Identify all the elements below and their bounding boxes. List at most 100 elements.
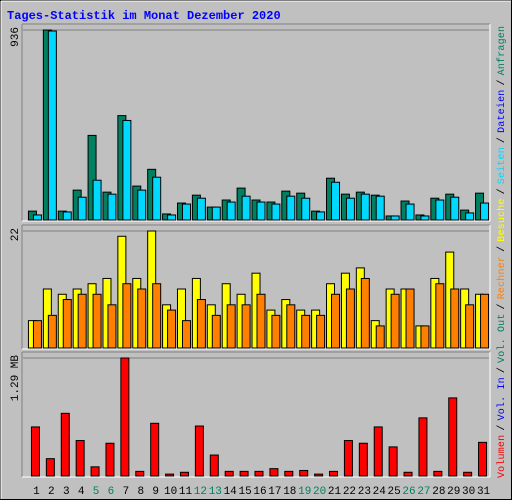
- x-tick-label: 26: [402, 486, 415, 498]
- x-tick-label: 7: [123, 486, 130, 498]
- legend-separator: /: [496, 246, 508, 252]
- x-tick-label: 16: [253, 486, 266, 498]
- x-tick-label: 8: [137, 486, 144, 498]
- bar: [254, 470, 264, 477]
- bar: [390, 293, 400, 349]
- legend-entry: Seiten: [496, 147, 508, 184]
- x-tick-label: 22: [343, 486, 356, 498]
- bar: [107, 193, 117, 221]
- bar: [345, 197, 355, 221]
- y-tick-label: 22: [10, 228, 22, 241]
- bar: [152, 283, 162, 349]
- x-tick-label: 1: [33, 486, 40, 498]
- bar: [181, 320, 191, 349]
- y-tick-label: 1.29 MB: [10, 355, 22, 402]
- x-tick-label: 4: [78, 486, 85, 498]
- bar: [358, 442, 368, 477]
- bar: [181, 203, 191, 221]
- bar: [45, 458, 55, 477]
- x-tick-label: 5: [93, 486, 100, 498]
- bar: [433, 470, 443, 477]
- bar: [345, 288, 355, 349]
- bar: [241, 304, 251, 349]
- bar: [150, 422, 160, 477]
- bar: [167, 214, 177, 221]
- bar: [450, 196, 460, 221]
- bar: [92, 293, 102, 349]
- legend-entry: Anfragen: [496, 26, 508, 75]
- bar: [194, 425, 204, 477]
- x-tick-label: 28: [432, 486, 445, 498]
- bar: [87, 134, 97, 221]
- bar: [176, 288, 186, 349]
- legend-entry: Volumen: [496, 435, 508, 478]
- bar: [30, 426, 40, 477]
- bar: [405, 288, 415, 349]
- bar: [179, 471, 189, 477]
- bar: [405, 203, 415, 221]
- x-tick-label: 29: [447, 486, 460, 498]
- legend-entry: Besuche: [496, 199, 508, 242]
- bar: [209, 454, 219, 477]
- x-tick-label: 6: [108, 486, 115, 498]
- x-tick-label: 27: [417, 486, 430, 498]
- bar: [226, 304, 236, 349]
- bar: [211, 314, 221, 349]
- bar: [331, 293, 341, 349]
- bar: [360, 277, 370, 349]
- bar: [465, 304, 475, 349]
- bar: [301, 314, 311, 349]
- bar: [135, 470, 145, 477]
- bar: [480, 293, 490, 349]
- bar: [77, 293, 87, 349]
- legend-entry: Vol. In: [496, 377, 508, 420]
- bar: [388, 446, 398, 477]
- bar: [286, 195, 296, 221]
- bar: [47, 314, 57, 349]
- legend-separator: /: [496, 425, 508, 431]
- x-tick-label: 21: [328, 486, 342, 498]
- bar: [32, 320, 42, 349]
- bar: [77, 196, 87, 221]
- bar: [329, 470, 339, 477]
- bar: [375, 325, 385, 349]
- bar: [343, 440, 353, 477]
- bar: [284, 470, 294, 477]
- legend-separator: /: [496, 367, 508, 373]
- bar: [435, 199, 445, 221]
- x-tick-label: 18: [283, 486, 296, 498]
- bar: [299, 469, 309, 477]
- bar: [32, 214, 42, 221]
- x-tick-label: 31: [477, 486, 491, 498]
- bar: [403, 471, 413, 477]
- legend-separator: /: [496, 303, 508, 309]
- bar: [331, 181, 341, 221]
- bar: [75, 440, 85, 477]
- bar: [62, 299, 72, 349]
- bar: [435, 283, 445, 349]
- y-tick-label: 936: [10, 27, 22, 47]
- bar: [224, 470, 234, 477]
- bar: [62, 211, 72, 221]
- bar: [92, 179, 102, 221]
- x-tick-label: 10: [164, 486, 177, 498]
- bar: [107, 304, 117, 349]
- bar: [286, 304, 296, 349]
- x-tick-label: 11: [179, 486, 193, 498]
- bar: [105, 442, 115, 477]
- legend-entry: Rechner: [496, 256, 508, 299]
- bar: [271, 203, 281, 221]
- bar: [211, 206, 221, 221]
- bar: [226, 201, 236, 221]
- bar: [152, 176, 162, 221]
- bar: [90, 466, 100, 477]
- bar: [165, 473, 175, 477]
- bar: [480, 202, 490, 221]
- x-tick-label: 19: [298, 486, 311, 498]
- bar: [241, 195, 251, 221]
- x-tick-label: 30: [462, 486, 475, 498]
- bar: [122, 119, 132, 221]
- bar: [271, 314, 281, 349]
